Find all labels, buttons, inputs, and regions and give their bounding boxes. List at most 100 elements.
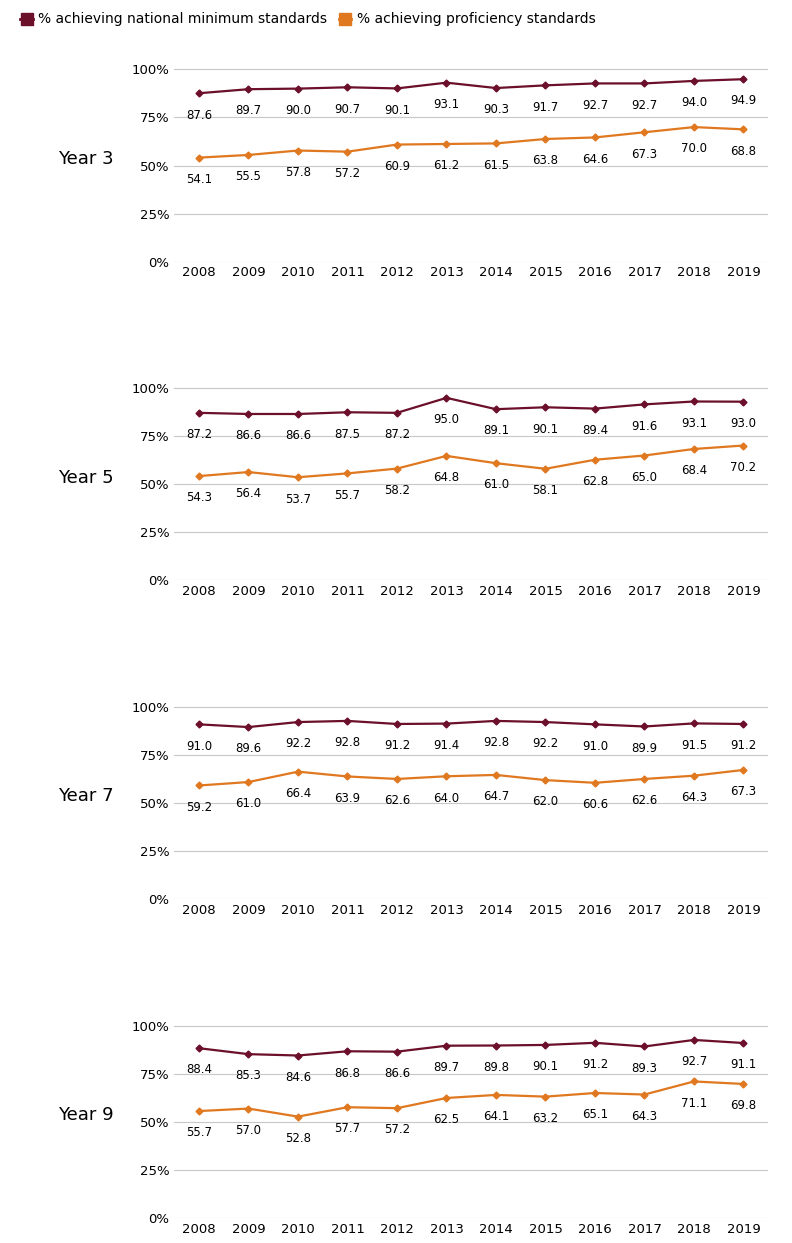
Text: 91.2: 91.2: [582, 1058, 608, 1071]
Text: 91.2: 91.2: [730, 740, 756, 752]
Text: 91.0: 91.0: [186, 740, 212, 753]
Text: 92.8: 92.8: [483, 736, 509, 750]
Text: 64.0: 64.0: [433, 792, 459, 804]
Text: 89.7: 89.7: [235, 104, 261, 118]
Text: 61.0: 61.0: [235, 797, 261, 810]
Text: 91.2: 91.2: [384, 740, 410, 752]
Text: 94.0: 94.0: [681, 96, 707, 109]
Text: 93.1: 93.1: [681, 416, 707, 430]
Text: 55.7: 55.7: [186, 1126, 212, 1140]
Text: 63.9: 63.9: [334, 792, 360, 804]
Text: 57.2: 57.2: [384, 1124, 410, 1136]
Text: 87.2: 87.2: [384, 428, 410, 441]
Text: 58.1: 58.1: [532, 484, 558, 497]
Text: 92.8: 92.8: [334, 736, 360, 750]
Text: 68.8: 68.8: [730, 144, 756, 158]
Text: 91.6: 91.6: [631, 420, 657, 433]
Text: 60.6: 60.6: [582, 798, 608, 812]
Text: 64.8: 64.8: [433, 471, 459, 485]
Text: 65.1: 65.1: [582, 1109, 608, 1121]
Text: 61.5: 61.5: [483, 159, 509, 172]
Text: 94.9: 94.9: [730, 94, 756, 107]
Text: 62.0: 62.0: [532, 796, 558, 808]
Text: 92.7: 92.7: [681, 1055, 707, 1068]
Text: Year 9: Year 9: [59, 1106, 114, 1124]
Text: 57.7: 57.7: [334, 1122, 360, 1136]
Text: 58.2: 58.2: [384, 484, 410, 497]
Text: 90.0: 90.0: [285, 104, 311, 117]
Text: 92.2: 92.2: [285, 737, 311, 751]
Text: 86.6: 86.6: [285, 429, 311, 443]
Legend: % achieving national minimum standards, % achieving proficiency standards: % achieving national minimum standards, …: [15, 7, 601, 32]
Text: 85.3: 85.3: [235, 1069, 261, 1083]
Text: 91.7: 91.7: [532, 101, 558, 113]
Text: Year 5: Year 5: [59, 469, 114, 486]
Text: 55.5: 55.5: [235, 170, 261, 183]
Text: 91.5: 91.5: [681, 738, 707, 752]
Text: 70.2: 70.2: [730, 461, 756, 474]
Text: 89.9: 89.9: [631, 742, 657, 755]
Text: 62.6: 62.6: [384, 794, 410, 807]
Text: 62.6: 62.6: [631, 794, 657, 807]
Text: 90.1: 90.1: [384, 103, 410, 117]
Text: 64.6: 64.6: [582, 153, 608, 165]
Text: 64.3: 64.3: [681, 791, 707, 804]
Text: 93.1: 93.1: [433, 98, 459, 111]
Text: 61.2: 61.2: [433, 159, 459, 173]
Text: 70.0: 70.0: [681, 143, 707, 155]
Text: 92.7: 92.7: [582, 98, 608, 112]
Text: 69.8: 69.8: [730, 1099, 756, 1112]
Text: 55.7: 55.7: [334, 488, 360, 502]
Text: 90.1: 90.1: [532, 1060, 558, 1073]
Text: 89.3: 89.3: [631, 1062, 657, 1075]
Text: 90.3: 90.3: [483, 103, 509, 117]
Text: 86.8: 86.8: [334, 1066, 360, 1080]
Text: 89.7: 89.7: [433, 1062, 459, 1074]
Text: 91.0: 91.0: [582, 740, 608, 753]
Text: 57.2: 57.2: [334, 167, 360, 180]
Text: 95.0: 95.0: [433, 413, 459, 426]
Text: 59.2: 59.2: [186, 800, 212, 814]
Text: 84.6: 84.6: [285, 1070, 311, 1084]
Text: 87.6: 87.6: [186, 108, 212, 122]
Text: 54.1: 54.1: [186, 173, 212, 186]
Text: 89.1: 89.1: [483, 424, 509, 438]
Text: 89.6: 89.6: [235, 742, 261, 756]
Text: 57.0: 57.0: [235, 1124, 261, 1137]
Text: 68.4: 68.4: [681, 464, 707, 477]
Text: 90.7: 90.7: [334, 103, 360, 116]
Text: 88.4: 88.4: [186, 1064, 212, 1076]
Text: 61.0: 61.0: [483, 479, 509, 491]
Text: 65.0: 65.0: [631, 471, 657, 484]
Text: 86.6: 86.6: [235, 429, 261, 443]
Text: 63.8: 63.8: [532, 154, 558, 168]
Text: 87.5: 87.5: [334, 428, 360, 440]
Text: 66.4: 66.4: [285, 787, 311, 800]
Text: 62.5: 62.5: [433, 1114, 459, 1126]
Text: 62.8: 62.8: [582, 475, 608, 488]
Text: 71.1: 71.1: [681, 1096, 707, 1110]
Text: 67.3: 67.3: [730, 786, 756, 798]
Text: 92.7: 92.7: [631, 98, 657, 112]
Text: 86.6: 86.6: [384, 1066, 410, 1080]
Text: Year 7: Year 7: [59, 788, 114, 805]
Text: 60.9: 60.9: [384, 160, 410, 173]
Text: 54.3: 54.3: [186, 491, 212, 505]
Text: 92.2: 92.2: [532, 737, 558, 751]
Text: 91.4: 91.4: [433, 738, 459, 752]
Text: 64.1: 64.1: [483, 1110, 509, 1124]
Text: 57.8: 57.8: [285, 165, 311, 179]
Text: 63.2: 63.2: [532, 1112, 558, 1125]
Text: 89.8: 89.8: [483, 1060, 509, 1074]
Text: 91.1: 91.1: [730, 1058, 756, 1071]
Text: 67.3: 67.3: [631, 148, 657, 160]
Text: 90.1: 90.1: [532, 423, 558, 435]
Text: 93.0: 93.0: [730, 416, 756, 430]
Text: Year 3: Year 3: [59, 150, 114, 168]
Text: 56.4: 56.4: [235, 487, 261, 501]
Text: 64.3: 64.3: [631, 1110, 657, 1122]
Text: 52.8: 52.8: [285, 1132, 311, 1145]
Text: 87.2: 87.2: [186, 428, 212, 441]
Text: 64.7: 64.7: [483, 791, 509, 803]
Text: 53.7: 53.7: [285, 492, 311, 506]
